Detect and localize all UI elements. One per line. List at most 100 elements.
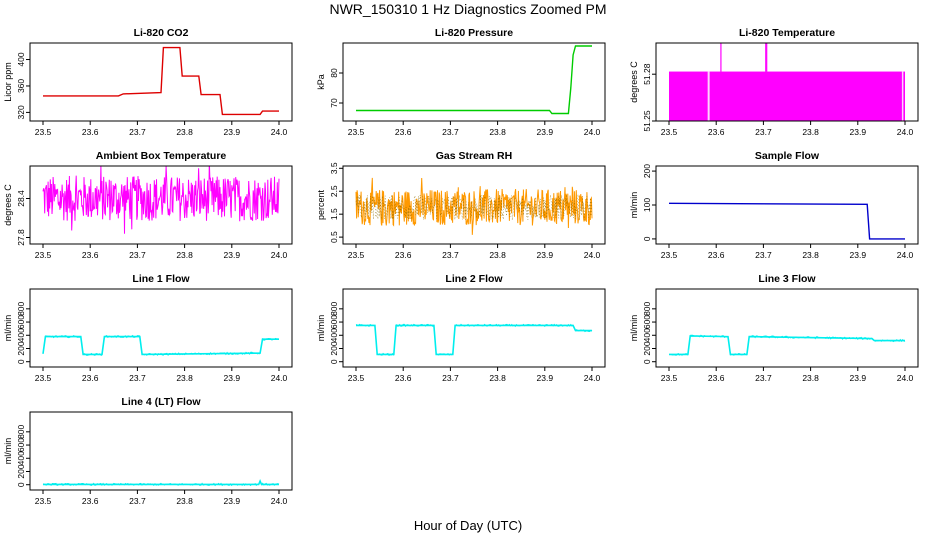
- plot-area: [668, 202, 905, 240]
- series-line: [668, 202, 905, 240]
- panel-title: Sample Flow: [755, 150, 820, 162]
- y-tick-label: 400: [16, 451, 26, 465]
- y-tick-label: 2.5: [329, 185, 339, 197]
- x-tick-label: 23.8: [802, 250, 819, 260]
- y-tick-label: 0.5: [329, 231, 339, 243]
- x-tick-label: 23.8: [489, 250, 506, 260]
- panel-8: Line 3 Flow 23.5 23.6 23.7 23.8 23.9 24.0 0 2004…: [629, 273, 919, 383]
- page-x-axis-label: Hour of Day (UTC): [413, 518, 523, 533]
- plot-area: [669, 334, 906, 356]
- x-tick-label: 23.7: [442, 127, 459, 137]
- y-tick-label: 800: [642, 301, 652, 315]
- panel-frame: [342, 165, 606, 245]
- y-axis-label: ml/min: [3, 438, 13, 465]
- y-axis-label: Licor ppm: [3, 62, 13, 102]
- y-tick-label: 51.28: [642, 63, 652, 85]
- x-tick-label: 23.7: [755, 127, 772, 137]
- x-tick-label: 23.7: [442, 250, 459, 260]
- panel-title: Li-820 Pressure: [435, 27, 513, 39]
- panel-title: Gas Stream RH: [436, 150, 512, 162]
- x-tick-label: 24.0: [584, 250, 601, 260]
- x-tick-label: 24.0: [271, 250, 288, 260]
- x-tick-label: 23.6: [82, 496, 99, 506]
- y-axis-label: degrees C: [629, 61, 639, 103]
- x-tick-label: 24.0: [271, 127, 288, 137]
- x-tick-label: 23.7: [755, 250, 772, 260]
- series-noise: [355, 177, 593, 235]
- y-tick-label: 51.25: [642, 110, 652, 132]
- series-line: [43, 46, 279, 116]
- x-tick-label: 24.0: [584, 127, 601, 137]
- x-tick-label: 23.9: [537, 127, 554, 137]
- x-tick-label: 23.5: [35, 373, 52, 383]
- panel-5: Sample Flow 23.5 23.6 23.7 23.8 23.9 24.0 0 100 2…: [629, 150, 919, 260]
- x-tick-label: 23.5: [35, 496, 52, 506]
- x-tick-label: 23.5: [661, 373, 678, 383]
- x-tick-label: 23.5: [35, 127, 52, 137]
- y-axis-label: kPa: [316, 74, 326, 90]
- x-tick-label: 23.7: [755, 373, 772, 383]
- panel-0: Li-820 CO2 23.5 23.6 23.7 23.8 23.9 24.0 320 360…: [3, 27, 293, 137]
- y-tick-label: 360: [16, 79, 26, 93]
- x-tick-label: 23.6: [395, 250, 412, 260]
- x-tick-label: 24.0: [271, 373, 288, 383]
- y-tick-label: 600: [642, 315, 652, 329]
- y-tick-label: 200: [642, 164, 652, 178]
- panel-title: Line 1 Flow: [132, 273, 190, 285]
- panel-title: Li-820 CO2: [134, 27, 189, 39]
- x-tick-label: 23.8: [802, 373, 819, 383]
- panel-frame: [342, 288, 606, 368]
- y-tick-label: 400: [16, 328, 26, 342]
- x-tick-label: 23.9: [224, 496, 241, 506]
- plot-area: [356, 45, 592, 115]
- y-tick-label: 400: [16, 52, 26, 66]
- x-tick-label: 23.5: [661, 250, 678, 260]
- y-tick-label: 0: [642, 236, 652, 241]
- x-tick-label: 23.6: [82, 127, 99, 137]
- x-tick-label: 23.6: [82, 250, 99, 260]
- x-tick-label: 23.6: [82, 373, 99, 383]
- y-tick-label: 1.5: [329, 208, 339, 220]
- y-tick-label: 0: [329, 359, 339, 364]
- panel-frame: [29, 288, 293, 368]
- series-line: [42, 335, 279, 356]
- y-tick-label: 70: [329, 98, 339, 108]
- y-tick-label: 400: [642, 328, 652, 342]
- y-tick-label: 800: [329, 301, 339, 315]
- series-noise: [671, 334, 906, 356]
- y-tick-label: 600: [329, 315, 339, 329]
- panel-title: Line 4 (LT) Flow: [121, 396, 201, 408]
- x-tick-label: 23.8: [176, 496, 193, 506]
- series-noise: [45, 334, 280, 356]
- y-tick-label: 400: [329, 328, 339, 342]
- panel-frame: [29, 411, 293, 491]
- panel-title: Line 3 Flow: [758, 273, 816, 285]
- y-axis-label: ml/min: [316, 315, 326, 342]
- y-tick-label: 600: [16, 315, 26, 329]
- y-axis-label: ml/min: [3, 315, 13, 342]
- panel-1: Li-820 Pressure 23.5 23.6 23.7 23.8 23.9 24.0 7…: [316, 27, 606, 137]
- x-tick-label: 23.8: [176, 373, 193, 383]
- plot-area: [355, 323, 593, 357]
- y-tick-label: 0: [642, 359, 652, 364]
- panel-frame: [342, 42, 606, 122]
- x-tick-label: 23.9: [850, 250, 867, 260]
- panel-7: Line 2 Flow 23.5 23.6 23.7 23.8 23.9 24.0 0 2004…: [316, 273, 606, 383]
- y-tick-label: 0: [16, 359, 26, 364]
- x-tick-label: 23.8: [176, 250, 193, 260]
- x-tick-label: 23.5: [35, 250, 52, 260]
- panel-6: Line 1 Flow 23.5 23.6 23.7 23.8 23.9 24.0 0 2004…: [3, 273, 293, 383]
- y-axis-label: percent: [316, 189, 326, 220]
- series-line: [356, 45, 592, 115]
- panel-frame: [655, 165, 919, 245]
- x-tick-label: 23.5: [348, 250, 365, 260]
- panel-title: Ambient Box Temperature: [96, 150, 227, 162]
- x-tick-label: 24.0: [897, 373, 914, 383]
- series-points: [355, 194, 593, 221]
- series-noise: [42, 482, 280, 487]
- y-tick-label: 100: [642, 198, 652, 212]
- x-tick-label: 23.8: [489, 373, 506, 383]
- plot-area: [42, 166, 280, 234]
- y-axis-label: ml/min: [629, 315, 639, 342]
